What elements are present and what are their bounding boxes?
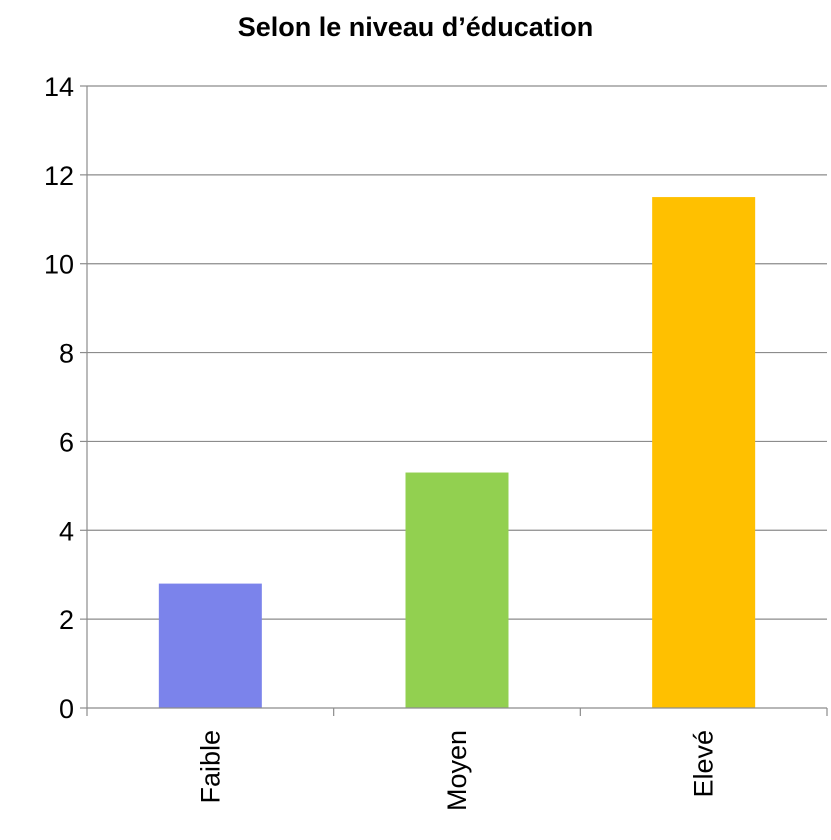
y-tick-label: 14 [44,72,74,102]
y-tick-label: 2 [59,605,74,635]
axes [86,86,828,716]
chart-title: Selon le niveau d’éducation [237,12,594,42]
y-tick-labels: 0 2 4 6 8 10 12 14 [44,72,87,724]
y-tick-label: 4 [59,516,74,546]
x-tick-label: Elevé [689,730,719,798]
y-tick-label: 12 [44,161,74,191]
y-tick-label: 10 [44,250,74,280]
y-tick-label: 6 [59,427,74,457]
x-tick-labels: Faible Moyen Elevé [195,730,718,811]
bars [158,197,756,709]
bar-faible [158,583,262,708]
bar-elevé [652,197,756,709]
y-tick-label: 0 [59,694,74,724]
x-tick-label: Faible [195,730,225,804]
y-tick-label: 8 [59,339,74,369]
x-tick-label: Moyen [442,730,472,811]
bar-moyen [405,472,509,708]
